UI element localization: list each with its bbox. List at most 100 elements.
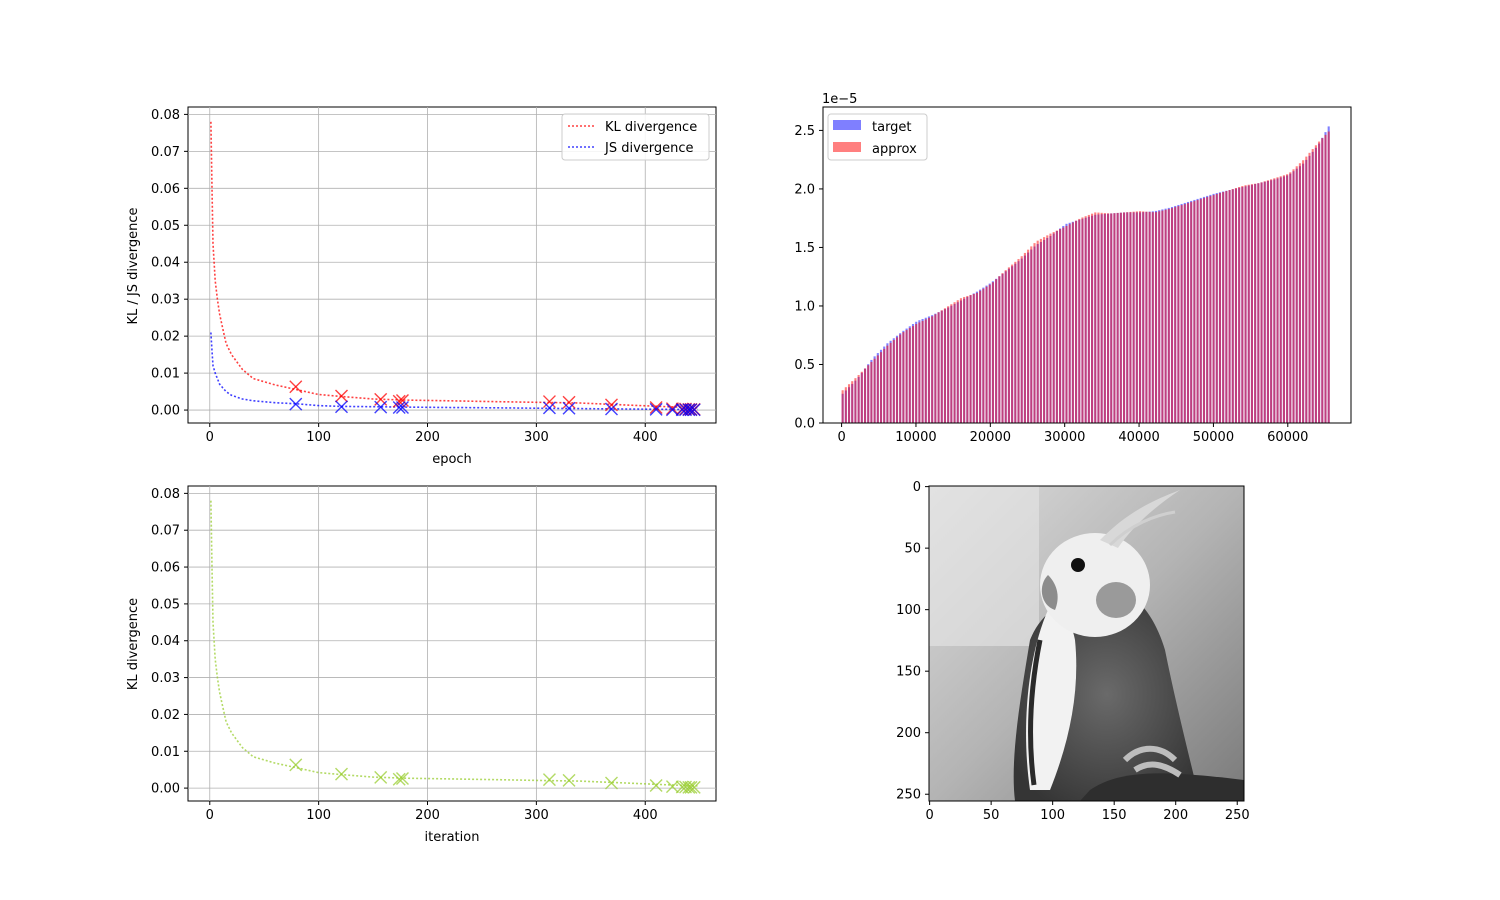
x-tick-label: 300 xyxy=(524,808,549,823)
approx-bar xyxy=(1218,193,1222,423)
y-tick-label: 150 xyxy=(896,665,921,680)
x-tick-label: 30000 xyxy=(1044,430,1085,445)
x-tick-label: 300 xyxy=(524,430,549,445)
approx-bar xyxy=(1196,200,1199,423)
approx-bar xyxy=(1244,185,1247,423)
x-tick-label: 40000 xyxy=(1118,430,1159,445)
approx-bar xyxy=(1276,177,1279,423)
y-tick-label: 0.02 xyxy=(151,708,180,723)
y-axis-label: KL divergence xyxy=(126,598,141,690)
approx-bar xyxy=(1273,178,1276,423)
x-marker xyxy=(649,400,663,414)
approx-bar xyxy=(1151,212,1154,423)
series-lines xyxy=(210,500,698,787)
approx-bar xyxy=(1199,199,1202,423)
approx-bar xyxy=(1234,188,1238,423)
approx-bar xyxy=(1161,210,1164,423)
y-tick-label: 0.0 xyxy=(794,417,815,432)
approx-bar xyxy=(1017,259,1020,423)
y-axis-label: KL / JS divergence xyxy=(126,208,141,325)
y-tick-label: 1.0 xyxy=(794,299,815,314)
approx-bar xyxy=(1001,273,1004,423)
x-tick-label: 50 xyxy=(983,808,1000,823)
x-ticks: 0 10000 20000 30000 40000 50000 60000 xyxy=(837,423,1308,445)
approx-bar xyxy=(1138,211,1142,423)
approx-bar xyxy=(1308,152,1311,423)
y-tick-label: 200 xyxy=(896,726,921,741)
x-marker xyxy=(562,395,576,409)
y-scale-label: 1e−5 xyxy=(822,92,857,107)
x-marker xyxy=(562,773,576,787)
approx-bar xyxy=(1241,186,1244,423)
approx-bar xyxy=(1302,160,1305,423)
approx-bar xyxy=(911,326,915,423)
approx-bar xyxy=(1052,232,1055,423)
y-ticks: 0.0 0.5 1.0 1.5 2.0 2.5 xyxy=(794,124,823,432)
x-ticks: 0 100 200 300 400 xyxy=(206,423,658,445)
approx-bar xyxy=(972,293,975,423)
approx-bar xyxy=(1132,211,1135,423)
approx-bar xyxy=(927,317,931,423)
approx-bar xyxy=(1167,209,1170,423)
grid xyxy=(188,486,716,801)
series-line-kl-divergence xyxy=(210,121,698,409)
y-tick-label: 0.02 xyxy=(151,330,180,345)
approx-bar xyxy=(915,324,918,423)
x-tick-label: 0 xyxy=(925,808,933,823)
x-marker xyxy=(335,767,348,781)
approx-bar xyxy=(860,371,863,423)
approx-bar xyxy=(1212,195,1215,423)
approx-bar xyxy=(1030,246,1033,423)
y-tick-label: 2.0 xyxy=(794,182,815,197)
x-tick-label: 200 xyxy=(415,430,440,445)
approx-bar xyxy=(988,284,991,423)
approx-bar xyxy=(873,358,876,423)
approx-bar xyxy=(1116,212,1119,423)
approx-bar xyxy=(934,314,937,423)
legend-js-label: JS divergence xyxy=(604,141,694,156)
approx-bar xyxy=(1190,202,1193,423)
y-tick-label: 0.00 xyxy=(151,782,180,797)
approx-bar xyxy=(1081,217,1084,423)
approx-bar xyxy=(1119,212,1122,423)
x-tick-label: 100 xyxy=(306,430,331,445)
grid xyxy=(188,107,716,423)
y-tick-label: 50 xyxy=(904,542,921,557)
approx-bar xyxy=(1020,256,1023,423)
approx-bar xyxy=(1033,243,1036,423)
plot-area xyxy=(187,485,717,802)
approx-bar xyxy=(1075,220,1078,423)
approx-bar xyxy=(883,348,886,423)
approx-bar xyxy=(943,308,947,423)
approx-bar xyxy=(1014,261,1017,423)
approx-bar xyxy=(1228,190,1231,423)
y-tick-label: 0.5 xyxy=(794,358,815,373)
approx-bar xyxy=(921,320,924,423)
approx-bar xyxy=(931,316,934,423)
approx-bar xyxy=(1170,208,1174,423)
y-tick-label: 0.01 xyxy=(151,745,180,760)
approx-bar xyxy=(991,282,994,423)
approx-bar xyxy=(959,298,963,423)
approx-bar xyxy=(841,390,844,423)
approx-bar xyxy=(1059,229,1062,423)
legend-target-swatch xyxy=(833,120,861,130)
x-marker xyxy=(649,402,663,416)
approx-bar xyxy=(1007,267,1010,423)
approx-bar xyxy=(1314,145,1317,423)
x-tick-label: 100 xyxy=(306,808,331,823)
approx-bar xyxy=(895,337,899,423)
approx-bar xyxy=(1027,249,1030,423)
y-tick-label: 250 xyxy=(896,788,921,803)
approx-bar xyxy=(1231,189,1234,423)
approx-bar xyxy=(1305,156,1308,423)
x-marker xyxy=(374,400,388,414)
approx-bar xyxy=(857,375,860,423)
x-tick-label: 50000 xyxy=(1193,430,1234,445)
approx-bar xyxy=(1321,138,1324,423)
x-marker xyxy=(604,776,618,790)
cockatiel-image xyxy=(929,486,1244,801)
legend: KL divergence JS divergence xyxy=(561,113,710,161)
x-tick-label: 250 xyxy=(1225,808,1250,823)
approx-bar xyxy=(847,384,851,423)
